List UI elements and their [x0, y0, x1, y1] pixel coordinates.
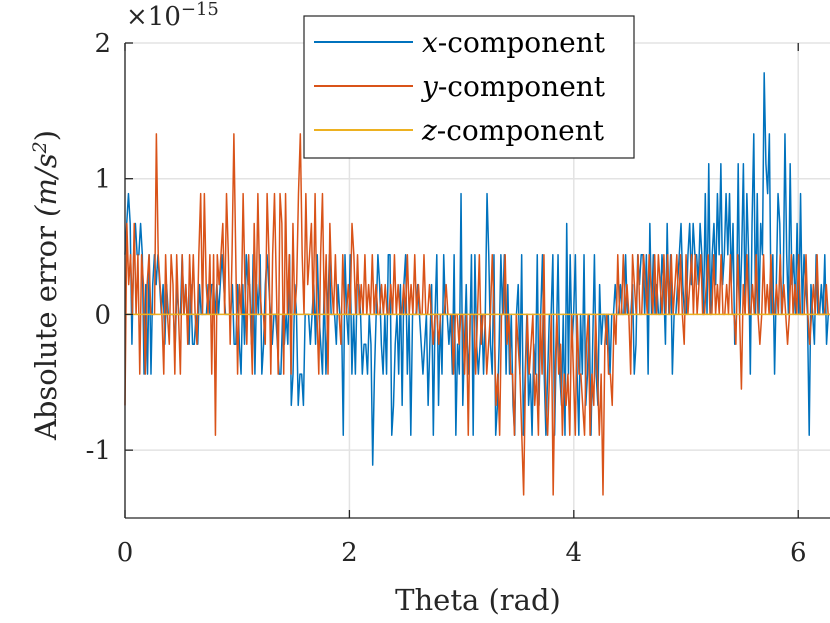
legend-rest-z: -component [437, 114, 605, 147]
y-axis-label-unit: (m/s [29, 153, 63, 216]
legend: x-component y-component z-component [303, 15, 635, 159]
x-tick-label: 4 [566, 538, 583, 568]
y-tick-label: 2 [94, 29, 111, 59]
y-tick-label: 0 [94, 300, 111, 330]
y-axis-label: Absolute error (m/s2) [29, 130, 63, 441]
exponent-base: ×10 [126, 2, 181, 32]
series-layer [124, 72, 830, 496]
tick-labels: 0 2 4 6 -1 0 1 2 [86, 29, 807, 568]
series-line-x [124, 72, 830, 466]
x-axis-label: Theta (rad) [395, 583, 561, 617]
x-tick-label: 2 [341, 538, 358, 568]
x-tick-label: 6 [790, 538, 807, 568]
legend-rest-y: -component [438, 70, 606, 103]
y-axis-label-exponent: 2 [29, 141, 51, 154]
legend-rest-x: -component [438, 26, 606, 59]
legend-label-y: y-component [420, 70, 606, 103]
legend-var-z: z [421, 114, 437, 147]
x-tick-label: 0 [117, 538, 134, 568]
legend-var-x: x [422, 26, 438, 59]
legend-var-y: y [420, 70, 439, 103]
y-axis-label-text: Absolute error [29, 217, 63, 441]
exponent-label: ×10−15 [126, 0, 219, 32]
y-tick-label: 1 [94, 165, 111, 195]
exponent-power: −15 [181, 0, 219, 20]
legend-label-x: x-component [422, 26, 606, 59]
legend-label-z: z-component [421, 114, 605, 147]
y-axis-label-close: ) [29, 130, 63, 141]
y-tick-label: -1 [86, 436, 111, 466]
